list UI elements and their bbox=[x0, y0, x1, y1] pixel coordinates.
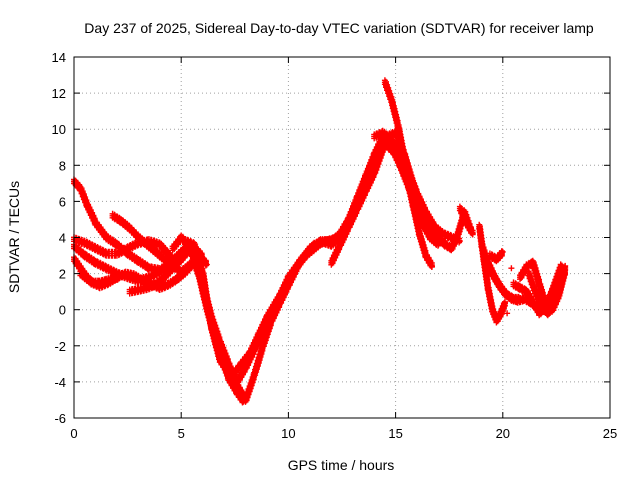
chart-title: Day 237 of 2025, Sidereal Day-to-day VTE… bbox=[84, 20, 594, 36]
y-tick-label: -2 bbox=[54, 339, 66, 354]
data-marks bbox=[71, 77, 569, 406]
series-track-f bbox=[126, 244, 195, 297]
x-tick-label: 10 bbox=[281, 426, 295, 441]
x-axis-label: GPS time / hours bbox=[288, 457, 395, 473]
series-track-o bbox=[403, 171, 435, 270]
x-tick-label: 25 bbox=[603, 426, 617, 441]
y-axis-label: SDTVAR / TECUs bbox=[6, 181, 22, 293]
outlier-point bbox=[504, 310, 511, 317]
y-tick-label: 10 bbox=[52, 122, 66, 137]
x-tick-label: 0 bbox=[70, 426, 77, 441]
y-tick-label: 0 bbox=[59, 303, 66, 318]
y-tick-label: 8 bbox=[59, 158, 66, 173]
series-track-g bbox=[77, 268, 122, 288]
y-tick-label: 6 bbox=[59, 194, 66, 209]
x-tick-label: 15 bbox=[388, 426, 402, 441]
series-track-u bbox=[486, 248, 506, 265]
series-track-k bbox=[199, 286, 247, 406]
series-track-q bbox=[456, 203, 476, 238]
series-track-y bbox=[538, 261, 568, 308]
y-tick-label: 12 bbox=[52, 86, 66, 101]
y-tick-label: -4 bbox=[54, 375, 66, 390]
y-tick-label: -6 bbox=[54, 411, 66, 426]
outlier-point bbox=[508, 265, 515, 272]
series-track-x bbox=[525, 262, 569, 319]
y-tick-label: 4 bbox=[59, 231, 66, 246]
y-tick-label: 14 bbox=[52, 50, 66, 65]
axis-ticks: 0 5 10 15 20 25 -6 -4 -2 0 2 4 6 8 10 12 14 bbox=[52, 50, 618, 441]
x-tick-label: 20 bbox=[496, 426, 510, 441]
y-tick-label: 2 bbox=[59, 267, 66, 282]
x-tick-label: 5 bbox=[178, 426, 185, 441]
